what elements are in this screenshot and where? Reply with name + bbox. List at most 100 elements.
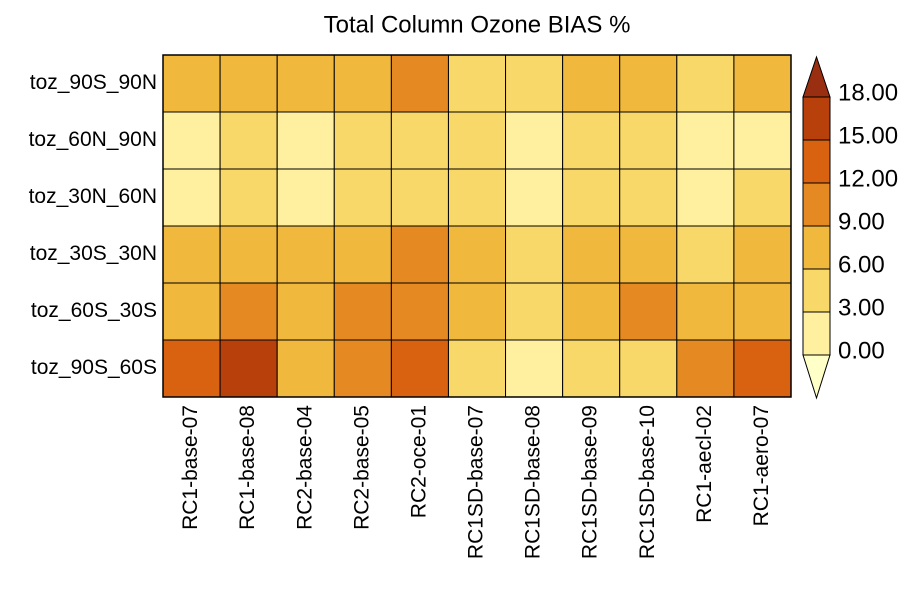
cell [162, 54, 221, 113]
plot-frame [162, 54, 792, 398]
cell [505, 54, 564, 113]
y-tick-label: toz_60S_30S [31, 299, 157, 322]
y-tick-label: toz_30S_30N [30, 242, 157, 265]
cell [562, 168, 621, 227]
y-tick-label: toz_30N_60N [29, 185, 157, 208]
cell [162, 282, 221, 341]
colorbar-label: 9.00 [838, 208, 885, 235]
cell [219, 225, 278, 284]
cell [676, 168, 735, 227]
cell [733, 111, 792, 170]
colorbar-bin [802, 96, 831, 141]
x-tick-label: RC2-base-04 [293, 405, 316, 530]
cell [219, 54, 278, 113]
x-tick-label: RC1SD-base-10 [636, 405, 659, 559]
cell [390, 339, 449, 398]
cell [276, 225, 335, 284]
colorbar-label: 18.00 [838, 79, 898, 106]
y-tick-label: toz_90S_60S [31, 356, 157, 379]
x-tick-label: RC1-aecl-02 [693, 405, 716, 523]
colorbar-label: 12.00 [838, 165, 898, 192]
cell [619, 111, 678, 170]
cell [733, 282, 792, 341]
cell [562, 225, 621, 284]
x-tick-label: RC1-base-08 [236, 405, 259, 530]
colorbar-label: 6.00 [838, 251, 885, 278]
colorbar-bin [802, 268, 831, 313]
cell [619, 225, 678, 284]
cell [219, 282, 278, 341]
cell [276, 111, 335, 170]
cell [505, 339, 564, 398]
cell [562, 111, 621, 170]
cell [219, 339, 278, 398]
cell [333, 168, 392, 227]
x-tick-label: RC1SD-base-08 [522, 405, 545, 559]
cell [619, 282, 678, 341]
cell [619, 168, 678, 227]
cell [447, 282, 507, 341]
colorbar-bin [802, 225, 831, 270]
cell [619, 54, 678, 113]
chart-title: Total Column Ozone BIAS % [324, 11, 631, 38]
cell [676, 225, 735, 284]
x-tick-label: RC1SD-base-09 [579, 405, 602, 559]
cell [219, 168, 278, 227]
y-tick-label: toz_60N_90N [29, 128, 157, 151]
cell [676, 54, 735, 113]
colorbar-label: 15.00 [838, 122, 898, 149]
x-tick-label: RC1SD-base-07 [465, 405, 488, 559]
y-tick-label: toz_90S_90N [30, 71, 157, 94]
cell [447, 54, 507, 113]
colorbar-under [802, 354, 831, 400]
cell [619, 339, 678, 398]
cell [447, 111, 507, 170]
cell [505, 282, 564, 341]
cell [390, 54, 449, 113]
cell [676, 339, 735, 398]
colorbar-bin [802, 182, 831, 227]
colorbar-over [802, 55, 831, 98]
cell [733, 54, 792, 113]
x-tick-label: RC1-aero-07 [750, 405, 773, 526]
cell [390, 111, 449, 170]
cell [162, 168, 221, 227]
cell [333, 282, 392, 341]
cell [505, 111, 564, 170]
cell [333, 225, 392, 284]
cell [562, 339, 621, 398]
cell [733, 225, 792, 284]
cell [505, 168, 564, 227]
x-tick-label: RC2-base-05 [350, 405, 373, 530]
cell [447, 225, 507, 284]
cell [447, 339, 507, 398]
colorbar-bin [802, 139, 831, 184]
colorbar-label: 0.00 [838, 337, 885, 364]
cell [676, 282, 735, 341]
cell [733, 339, 792, 398]
cell [219, 111, 278, 170]
cell [276, 282, 335, 341]
cell [333, 54, 392, 113]
cell [390, 168, 449, 227]
cell [505, 225, 564, 284]
cell [162, 225, 221, 284]
cell [333, 339, 392, 398]
colorbar-bin [802, 311, 831, 356]
x-tick-label: RC2-oce-01 [407, 405, 430, 518]
cell [390, 225, 449, 284]
cell [276, 168, 335, 227]
x-tick-label: RC1-base-07 [179, 405, 202, 530]
cell [276, 339, 335, 398]
cell [162, 339, 221, 398]
cell [733, 168, 792, 227]
cell [562, 54, 621, 113]
cell [333, 111, 392, 170]
cell [276, 54, 335, 113]
cell [390, 282, 449, 341]
cell [562, 282, 621, 341]
cell [676, 111, 735, 170]
cell [447, 168, 507, 227]
cell [162, 111, 221, 170]
